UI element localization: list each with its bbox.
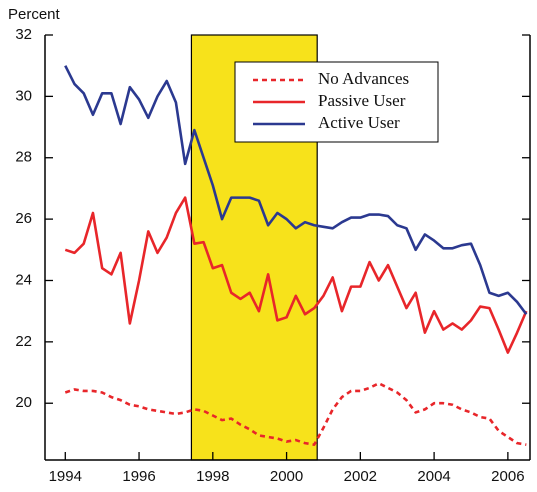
x-tick-label: 2006	[491, 468, 524, 485]
y-tick-label: 22	[15, 333, 32, 350]
y-tick-label: 26	[15, 210, 32, 227]
y-axis-label: Percent	[8, 6, 61, 23]
x-tick-label: 1996	[122, 468, 155, 485]
y-tick-label: 32	[15, 26, 32, 43]
y-tick-label: 20	[15, 394, 32, 411]
y-tick-label: 24	[15, 271, 32, 288]
y-tick-label: 28	[15, 149, 32, 166]
x-tick-label: 1998	[196, 468, 229, 485]
legend-label: No Advances	[318, 69, 409, 88]
series-line	[64, 65, 528, 316]
x-tick-label: 2000	[270, 468, 303, 485]
legend-label: Active User	[318, 113, 400, 132]
y-tick-label: 30	[15, 87, 32, 104]
legend-label: Passive User	[318, 91, 406, 110]
series-line	[64, 381, 527, 446]
x-tick-label: 2004	[417, 468, 450, 485]
x-tick-label: 1994	[49, 468, 82, 485]
series-line	[64, 196, 528, 354]
x-tick-label: 2002	[344, 468, 377, 485]
